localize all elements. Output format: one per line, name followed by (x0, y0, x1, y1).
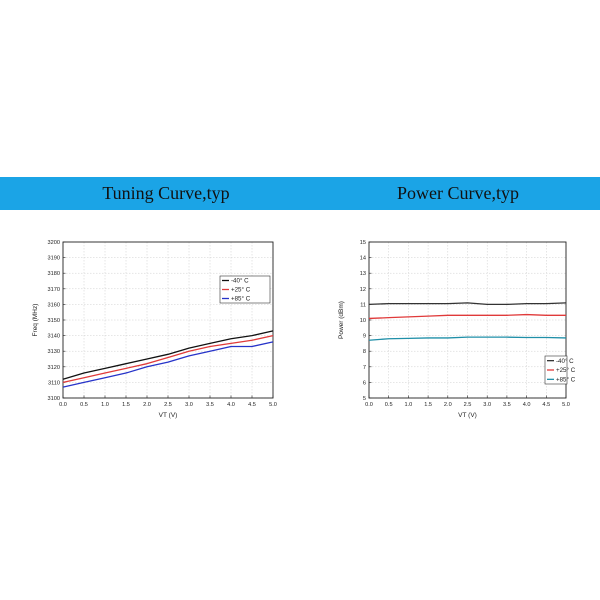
x-tick-label: 3.0 (483, 402, 491, 408)
y-tick-label: 12 (360, 287, 366, 293)
legend-label: +25° C (231, 287, 251, 294)
tuning-curve-chart: 0.0 0.5 1.0 1.5 2.0 2.5 3.0 3.5 4.0 4.5 5.0 3100 311… (32, 240, 277, 419)
y-tick-label: 3110 (48, 380, 60, 386)
y-tick-label: 5 (363, 396, 366, 402)
legend-label: +85° C (556, 376, 576, 383)
x-tick-label: 0.0 (59, 402, 67, 408)
x-tick-label: 2.5 (164, 402, 172, 408)
y-tick-label: 3130 (48, 349, 60, 355)
x-tick-label: 4.0 (227, 402, 235, 408)
y-tick-label: 3180 (48, 271, 60, 277)
legend-label: -40° C (556, 358, 574, 365)
x-tick-label: 4.0 (523, 402, 531, 408)
y-tick-label: 8 (363, 349, 366, 355)
series-line-1 (62, 330, 274, 380)
x-tick-label: 5.0 (562, 402, 570, 408)
y-axis-title: Freq (MHz) (32, 304, 39, 337)
title-banner: Tuning Curve,typ Power Curve,typ (0, 177, 600, 210)
x-tick-label: 2.0 (444, 402, 452, 408)
y-tick-label: 3190 (48, 256, 60, 262)
y-tick-label: 14 (360, 256, 366, 262)
power-curve-title: Power Curve,typ (397, 183, 519, 203)
series-line-2 (62, 334, 274, 384)
x-tick-label: 4.5 (248, 402, 256, 408)
x-tick-label: 1.5 (122, 402, 130, 408)
y-tick-label: 15 (360, 240, 366, 246)
x-tick-label: 5.0 (269, 402, 277, 408)
y-tick-label: 9 (363, 334, 366, 340)
x-tick-label: 0.0 (365, 402, 373, 408)
legend-box (544, 355, 568, 385)
y-tick-label: 10 (360, 318, 366, 324)
y-tick-label: 7 (363, 365, 366, 371)
x-tick-label: 3.5 (503, 402, 511, 408)
x-axis-title: VT (V) (159, 412, 178, 419)
x-tick-label: 1.0 (101, 402, 109, 408)
series-line-2 (368, 313, 566, 320)
x-tick-label: 2.5 (464, 402, 472, 408)
x-tick-label: 0.5 (385, 402, 393, 408)
y-tick-label: 3160 (48, 302, 60, 308)
x-tick-label: 0.5 (80, 402, 88, 408)
x-tick-label: 3.0 (185, 402, 193, 408)
series-line-3 (62, 341, 274, 388)
x-tick-label: 1.0 (405, 402, 413, 408)
series-line-3 (368, 336, 567, 341)
y-tick-label: 3120 (48, 365, 60, 371)
legend-label: -40° C (231, 278, 249, 285)
tuning-curve-title: Tuning Curve,typ (102, 183, 230, 203)
legend-label: +85° C (231, 296, 251, 303)
y-tick-label: 6 (363, 380, 366, 386)
x-tick-label: 1.5 (424, 402, 432, 408)
legend-label: +25° C (556, 367, 576, 374)
y-tick-label: 3100 (48, 396, 60, 402)
x-tick-label: 4.5 (542, 402, 550, 408)
y-tick-label: 11 (360, 302, 366, 308)
y-tick-label: 13 (360, 271, 366, 277)
y-tick-label: 3140 (48, 334, 60, 340)
series-line-1 (368, 302, 567, 306)
x-tick-label: 3.5 (206, 402, 214, 408)
power-curve-chart: 0.0 0.5 1.0 1.5 2.0 2.5 3.0 3.5 4.0 4.5 5.0 5 6 7 8 9 10… (338, 240, 576, 419)
x-axis-title: VT (V) (458, 412, 477, 419)
y-tick-label: 3150 (48, 318, 60, 324)
y-tick-label: 3200 (48, 240, 60, 246)
y-tick-label: 3170 (48, 287, 60, 293)
y-axis-title: Power (dBm) (338, 301, 345, 339)
x-tick-label: 2.0 (143, 402, 151, 408)
